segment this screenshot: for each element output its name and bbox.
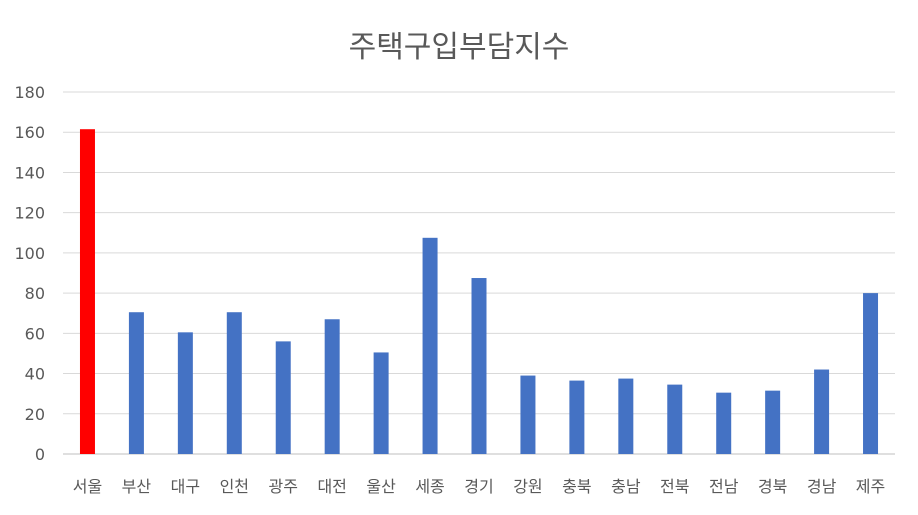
bars <box>79 129 879 454</box>
bar-인천 <box>226 312 242 454</box>
y-axis-ticks: 0 20 40 60 80 100 120 140 160 180 <box>14 83 45 464</box>
x-tick-label: 전북 <box>660 477 689 496</box>
x-tick-label: 제주 <box>856 477 885 496</box>
bar-충남 <box>618 378 634 454</box>
bar-경남 <box>814 369 830 454</box>
x-tick-label: 부산 <box>122 477 152 496</box>
y-tick-label: 180 <box>14 83 45 102</box>
x-tick-label: 광주 <box>269 477 298 496</box>
y-tick-label: 140 <box>14 163 45 182</box>
x-tick-label: 인천 <box>220 477 249 496</box>
bar-제주 <box>863 293 879 454</box>
y-tick-label: 100 <box>14 244 45 263</box>
x-tick-label: 충남 <box>611 477 641 496</box>
bar-세종 <box>422 237 438 454</box>
y-tick-label: 80 <box>25 284 45 303</box>
y-tick-label: 160 <box>14 123 45 142</box>
y-tick-label: 60 <box>25 324 45 343</box>
bar-광주 <box>275 341 291 454</box>
x-tick-label: 경남 <box>807 477 837 496</box>
bar-강원 <box>520 375 536 454</box>
bar-경기 <box>471 278 487 454</box>
x-tick-label: 울산 <box>366 477 396 496</box>
bar-울산 <box>373 352 389 454</box>
x-tick-label: 대전 <box>317 477 346 496</box>
bar-대구 <box>177 332 193 454</box>
bar-경북 <box>765 390 781 454</box>
x-tick-label: 서울 <box>73 477 102 496</box>
bar-충북 <box>569 380 585 454</box>
x-tick-label: 충북 <box>562 477 591 496</box>
x-tick-label: 대구 <box>171 477 200 496</box>
x-tick-label: 경북 <box>758 477 787 496</box>
y-tick-label: 20 <box>25 405 45 424</box>
bar-전남 <box>716 392 732 454</box>
bar-전북 <box>667 384 683 454</box>
bar-대전 <box>324 319 340 454</box>
bar-서울 <box>79 129 95 454</box>
x-tick-label: 전남 <box>709 477 739 496</box>
x-tick-label: 경기 <box>464 477 493 496</box>
x-tick-label: 강원 <box>513 477 542 496</box>
y-tick-label: 0 <box>35 445 45 464</box>
x-tick-label: 세종 <box>415 477 444 496</box>
bar-부산 <box>128 312 144 454</box>
x-axis-labels: 서울 부산 대구 인천 광주 대전 울산 세종 경기 강원 충북 충남 전북 전남 경북 경남 제주 <box>73 477 886 496</box>
y-tick-label: 120 <box>14 204 45 223</box>
y-tick-label: 40 <box>25 365 45 384</box>
chart-title: 주택구입부담지수 <box>348 30 570 65</box>
